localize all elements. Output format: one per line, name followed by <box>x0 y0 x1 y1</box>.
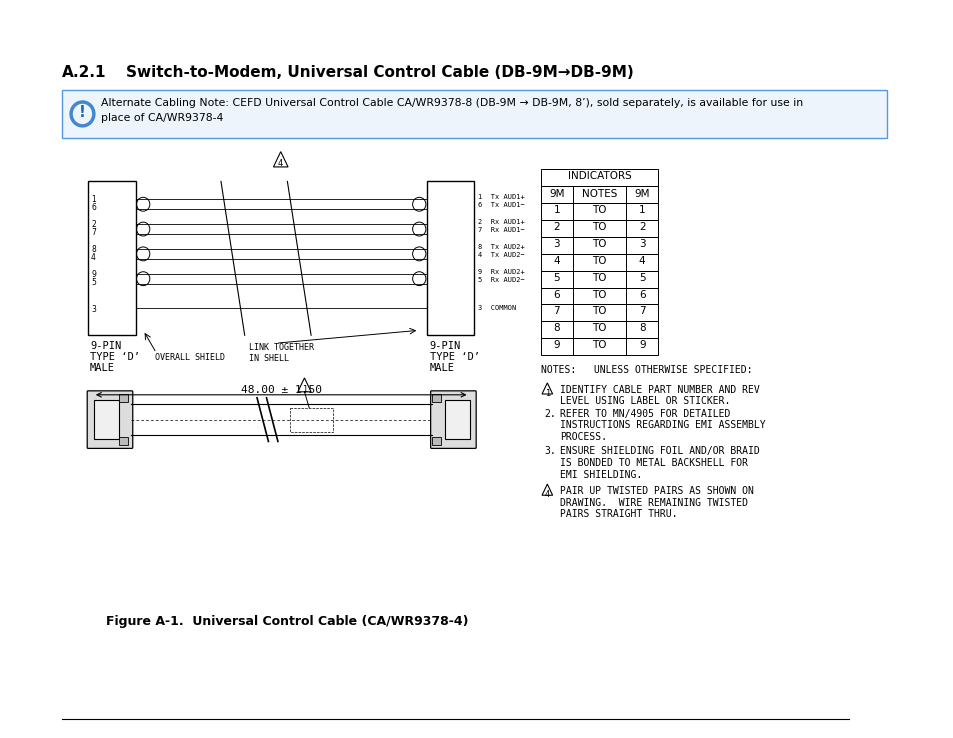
Text: 1: 1 <box>544 389 549 398</box>
Bar <box>444 400 469 439</box>
Bar <box>88 182 135 335</box>
Text: PAIR UP TWISTED PAIRS AS SHOWN ON
DRAWING.  WIRE REMAINING TWISTED
PAIRS STRAIGH: PAIR UP TWISTED PAIRS AS SHOWN ON DRAWIN… <box>559 486 753 520</box>
Text: 9: 9 <box>639 340 645 351</box>
Text: 48.00 ± 1.50: 48.00 ± 1.50 <box>240 385 321 395</box>
FancyBboxPatch shape <box>62 90 886 138</box>
Text: 1  Tx AUD1+: 1 Tx AUD1+ <box>477 194 524 200</box>
Text: 4: 4 <box>278 159 283 168</box>
Text: 3: 3 <box>553 239 559 249</box>
Text: 9M: 9M <box>549 190 564 199</box>
Text: 6  Tx AUD1−: 6 Tx AUD1− <box>477 202 524 208</box>
Text: 9-PIN: 9-PIN <box>429 341 460 351</box>
Text: Switch-to-Modem, Universal Control Cable (DB-9M→DB-9M): Switch-to-Modem, Universal Control Cable… <box>126 65 633 80</box>
Text: 7  Rx AUD1−: 7 Rx AUD1− <box>477 227 524 233</box>
Bar <box>540 321 658 338</box>
Bar <box>540 288 658 305</box>
Text: 3.: 3. <box>544 446 556 456</box>
Bar <box>118 394 128 401</box>
Text: 3: 3 <box>91 306 96 314</box>
Text: Figure A-1.  Universal Control Cable (CA/WR9378-4): Figure A-1. Universal Control Cable (CA/… <box>106 615 468 628</box>
Text: MALE: MALE <box>90 363 115 373</box>
Text: 7: 7 <box>639 306 645 317</box>
Text: 2: 2 <box>639 222 645 232</box>
Bar <box>540 237 658 254</box>
Text: 8: 8 <box>91 245 95 254</box>
Text: 8  Tx AUD2+: 8 Tx AUD2+ <box>477 244 524 250</box>
Text: 7: 7 <box>553 306 559 317</box>
Text: 4: 4 <box>639 256 645 266</box>
Bar <box>540 271 658 288</box>
Text: MALE: MALE <box>429 363 455 373</box>
Text: TO: TO <box>592 239 606 249</box>
Text: 7: 7 <box>91 228 96 237</box>
Text: TO: TO <box>592 273 606 283</box>
Text: 9  Rx AUD2+: 9 Rx AUD2+ <box>477 269 524 275</box>
Text: 9: 9 <box>553 340 559 351</box>
Text: 1: 1 <box>301 385 307 394</box>
FancyBboxPatch shape <box>87 391 132 449</box>
Bar <box>431 438 440 446</box>
Text: A.2.1: A.2.1 <box>62 65 106 80</box>
Text: 2: 2 <box>553 222 559 232</box>
Text: 6: 6 <box>91 203 96 213</box>
Text: TO: TO <box>592 289 606 300</box>
Text: 5  Rx AUD2−: 5 Rx AUD2− <box>477 277 524 283</box>
Text: TO: TO <box>592 256 606 266</box>
Text: 3: 3 <box>639 239 645 249</box>
Text: 3  COMMON: 3 COMMON <box>477 306 516 311</box>
Text: 5: 5 <box>639 273 645 283</box>
Text: 5: 5 <box>91 277 96 286</box>
Text: TO: TO <box>592 205 606 215</box>
Text: 4: 4 <box>553 256 559 266</box>
Text: IDENTIFY CABLE PART NUMBER AND REV
LEVEL USING LABEL OR STICKER.: IDENTIFY CABLE PART NUMBER AND REV LEVEL… <box>559 385 759 407</box>
Text: 4: 4 <box>91 253 96 262</box>
Text: OVERALL SHIELD: OVERALL SHIELD <box>154 353 224 362</box>
Text: 4  Tx AUD2−: 4 Tx AUD2− <box>477 252 524 258</box>
FancyBboxPatch shape <box>430 391 476 449</box>
Text: !: ! <box>79 105 86 120</box>
Text: TO: TO <box>592 306 606 317</box>
Bar <box>118 438 128 446</box>
Text: TO: TO <box>592 323 606 334</box>
Bar <box>426 182 474 335</box>
Text: TO: TO <box>592 222 606 232</box>
Bar <box>540 338 658 355</box>
Text: 2  Rx AUD1+: 2 Rx AUD1+ <box>477 219 524 225</box>
Text: 9M: 9M <box>634 190 649 199</box>
Bar <box>540 305 658 321</box>
Text: 4: 4 <box>544 490 549 499</box>
Text: NOTES:   UNLESS OTHERWISE SPECIFIED:: NOTES: UNLESS OTHERWISE SPECIFIED: <box>540 365 751 375</box>
Bar <box>93 400 118 439</box>
Bar <box>540 168 658 187</box>
Bar <box>290 407 333 432</box>
Text: ENSURE SHIELDING FOIL AND/OR BRAID
IS BONDED TO METAL BACKSHELL FOR
EMI SHIELDIN: ENSURE SHIELDING FOIL AND/OR BRAID IS BO… <box>559 446 759 480</box>
Text: 5: 5 <box>553 273 559 283</box>
Text: 1: 1 <box>91 196 95 204</box>
Text: 9: 9 <box>91 270 96 279</box>
Text: 9-PIN: 9-PIN <box>90 341 121 351</box>
Text: 2: 2 <box>91 220 95 229</box>
Text: TYPE ‘D’: TYPE ‘D’ <box>429 352 479 362</box>
Bar <box>540 220 658 237</box>
Text: 1: 1 <box>639 205 645 215</box>
Text: NOTES: NOTES <box>581 190 617 199</box>
Bar <box>431 394 440 401</box>
Text: INDICATORS: INDICATORS <box>567 171 631 182</box>
Text: 6: 6 <box>639 289 645 300</box>
Text: LINK TOGETHER
IN SHELL: LINK TOGETHER IN SHELL <box>249 343 314 362</box>
Bar <box>540 187 658 203</box>
Bar <box>540 203 658 220</box>
Text: 8: 8 <box>553 323 559 334</box>
Text: 6: 6 <box>553 289 559 300</box>
Text: 2.: 2. <box>544 409 556 418</box>
Bar <box>540 254 658 271</box>
Text: 1: 1 <box>553 205 559 215</box>
Text: TO: TO <box>592 340 606 351</box>
Text: REFER TO MN/4905 FOR DETAILED
INSTRUCTIONS REGARDING EMI ASSEMBLY
PROCESS.: REFER TO MN/4905 FOR DETAILED INSTRUCTIO… <box>559 409 764 442</box>
Text: TYPE ‘D’: TYPE ‘D’ <box>90 352 140 362</box>
Text: 8: 8 <box>639 323 645 334</box>
Text: Alternate Cabling Note: CEFD Universal Control Cable CA/WR9378-8 (DB-9M → DB-9M,: Alternate Cabling Note: CEFD Universal C… <box>101 98 802 123</box>
